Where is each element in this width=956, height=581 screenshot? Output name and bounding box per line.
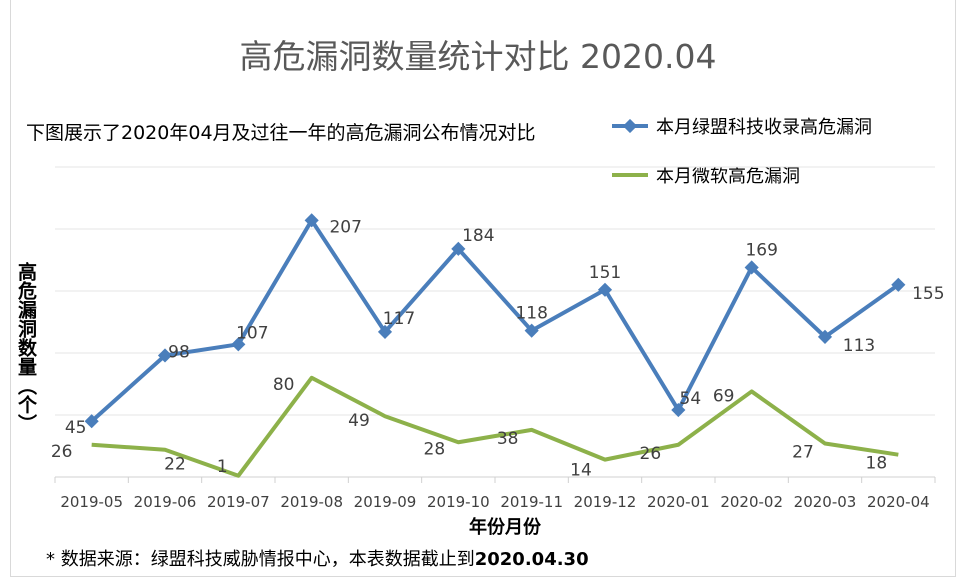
data-label: 18 xyxy=(866,454,888,474)
data-label: 1 xyxy=(217,457,228,477)
legend-item-microsoft: 本月微软高危漏洞 xyxy=(612,162,800,188)
footnote: * 数据来源：绿盟科技威胁情报中心，本表数据截止到2020.04.30 xyxy=(46,549,589,571)
x-tick-label: 2020-01 xyxy=(647,493,710,511)
data-label: 98 xyxy=(168,342,190,362)
data-point-marker xyxy=(891,277,906,292)
x-tick-label: 2020-04 xyxy=(867,493,930,511)
data-point-marker xyxy=(817,329,833,344)
data-label: 49 xyxy=(348,411,370,431)
data-label: 113 xyxy=(843,336,875,356)
y-axis-label: 高危漏洞数量（个） xyxy=(15,262,37,433)
data-label: 169 xyxy=(745,240,777,260)
data-label: 107 xyxy=(236,323,268,343)
data-point-marker xyxy=(597,282,613,297)
data-label: 26 xyxy=(51,442,73,462)
data-point-marker xyxy=(377,324,393,339)
data-label: 69 xyxy=(713,386,735,406)
data-label: 45 xyxy=(65,418,87,438)
x-tick-label: 2020-02 xyxy=(720,493,783,511)
x-axis-label: 年份月份 xyxy=(469,517,541,538)
data-label: 117 xyxy=(383,309,415,329)
x-tick-label: 2019-12 xyxy=(574,493,637,511)
x-tick-label: 2019-10 xyxy=(427,493,490,511)
data-point-marker xyxy=(671,402,686,418)
x-tick-label: 2020-03 xyxy=(794,493,857,511)
data-label: 14 xyxy=(570,461,592,481)
data-label: 184 xyxy=(462,226,494,246)
data-label: 54 xyxy=(680,389,702,409)
data-label: 151 xyxy=(589,263,621,283)
x-tick-label: 2019-07 xyxy=(207,493,270,511)
legend-item-nsfocus: 本月绿盟科技收录高危漏洞 xyxy=(612,113,872,139)
data-label: 80 xyxy=(273,375,295,395)
data-point-marker xyxy=(231,337,246,352)
data-point-marker xyxy=(84,414,99,429)
footnote-date: 2020.04.30 xyxy=(474,549,589,570)
data-label: 118 xyxy=(515,304,547,324)
data-label: 207 xyxy=(329,217,361,237)
data-label: 28 xyxy=(424,439,446,459)
x-tick-label: 2019-06 xyxy=(134,493,197,511)
x-tick-label: 2019-08 xyxy=(280,493,343,511)
chart-title: 高危漏洞数量统计对比 2020.04 xyxy=(239,37,717,76)
data-point-marker xyxy=(157,348,173,363)
footnote-text: * 数据来源：绿盟科技威胁情报中心，本表数据截止到 xyxy=(46,549,475,570)
x-tick-label: 2019-11 xyxy=(500,493,563,511)
data-label: 27 xyxy=(792,443,814,463)
series-line-0 xyxy=(90,218,900,423)
legend-label: 本月微软高危漏洞 xyxy=(656,166,800,187)
legend-marker-blue xyxy=(612,119,648,133)
data-label: 38 xyxy=(497,429,519,449)
data-label: 155 xyxy=(912,284,944,304)
data-point-marker xyxy=(304,213,319,228)
data-point-marker xyxy=(744,260,759,275)
data-label: 22 xyxy=(164,455,186,475)
data-label: 26 xyxy=(640,444,662,464)
legend-label: 本月绿盟科技收录高危漏洞 xyxy=(656,117,872,138)
series-line-1 xyxy=(91,375,899,478)
x-tick-label: 2019-05 xyxy=(60,493,123,511)
legend-marker-green xyxy=(612,173,648,177)
chart-subtitle: 下图展示了2020年04月及过往一年的高危漏洞公布情况对比 xyxy=(26,122,536,144)
x-tick-label: 2019-09 xyxy=(354,493,417,511)
data-point-marker xyxy=(451,241,466,256)
data-point-marker xyxy=(524,323,539,338)
